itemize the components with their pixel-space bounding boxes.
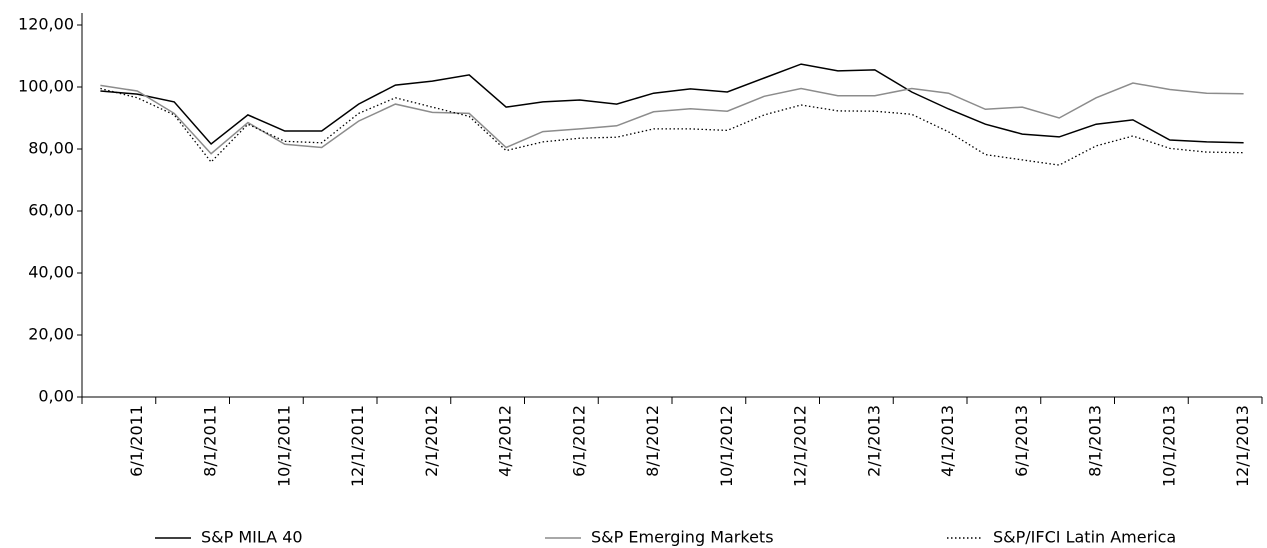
x-tick-label: 8/1/2011 (201, 405, 220, 477)
x-tick-label: 2/1/2013 (864, 405, 883, 477)
legend-label: S&P MILA 40 (201, 528, 303, 547)
y-tick-label: 120,00 (18, 15, 74, 34)
x-tick-label: 10/1/2013 (1159, 405, 1178, 487)
y-tick-label: 100,00 (18, 77, 74, 96)
legend-label: S&P/IFCI Latin America (993, 528, 1176, 547)
x-tick-label: 2/1/2012 (422, 405, 441, 477)
y-tick-label: 0,00 (38, 387, 74, 406)
y-tick-label: 60,00 (28, 201, 74, 220)
x-tick-label: 10/1/2011 (274, 405, 293, 487)
legend-label: S&P Emerging Markets (591, 528, 774, 547)
x-tick-label: 4/1/2013 (938, 405, 957, 477)
series-line (100, 87, 1244, 166)
x-tick-label: 6/1/2011 (127, 405, 146, 477)
y-tick-label: 20,00 (28, 325, 74, 344)
y-tick-label: 80,00 (28, 139, 74, 158)
x-tick-label: 6/1/2012 (569, 405, 588, 477)
y-tick-label: 40,00 (28, 263, 74, 282)
series-line (100, 63, 1244, 146)
x-tick-label: 8/1/2013 (1086, 405, 1105, 477)
x-tick-label: 12/1/2012 (791, 405, 810, 487)
x-tick-label: 8/1/2012 (643, 405, 662, 477)
series-line (100, 82, 1244, 155)
x-tick-label: 4/1/2012 (496, 405, 515, 477)
x-tick-label: 12/1/2013 (1233, 405, 1252, 487)
x-tick-label: 10/1/2012 (717, 405, 736, 487)
x-tick-label: 6/1/2013 (1012, 405, 1031, 477)
x-tick-label: 12/1/2011 (348, 405, 367, 487)
